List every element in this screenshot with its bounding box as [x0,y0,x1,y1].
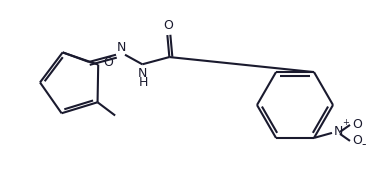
Text: -: - [361,138,365,151]
Text: O: O [352,118,362,131]
Text: N: N [334,125,343,138]
Text: O: O [352,134,362,147]
Text: H: H [138,76,148,89]
Text: N: N [138,67,147,80]
Text: O: O [163,19,173,32]
Text: +: + [342,118,349,127]
Text: O: O [103,56,113,69]
Text: N: N [117,41,126,54]
